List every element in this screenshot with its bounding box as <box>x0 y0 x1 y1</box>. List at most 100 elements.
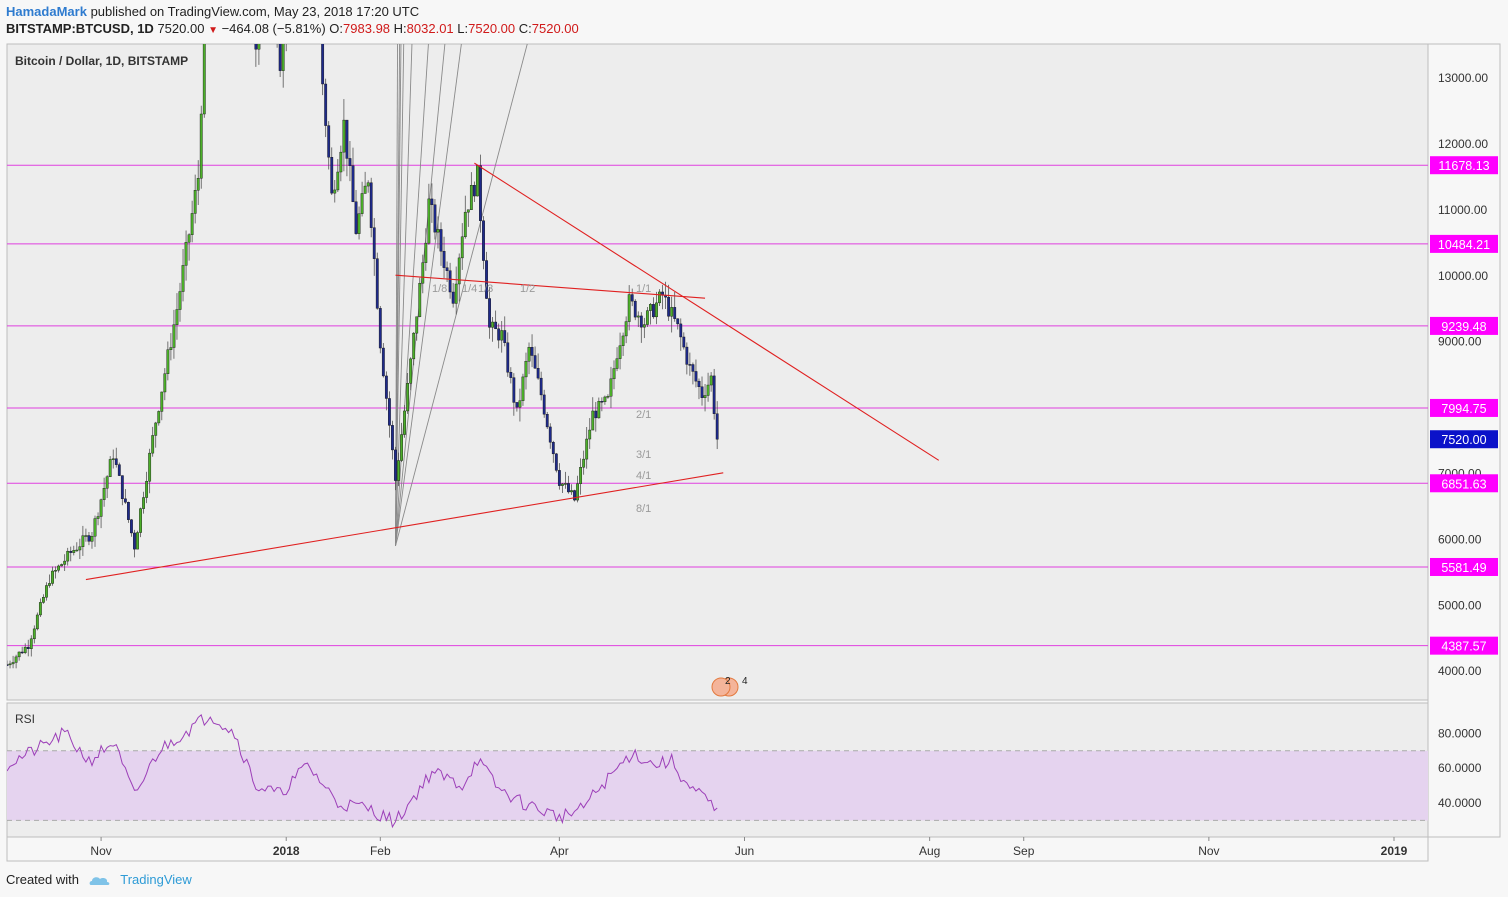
candle-body <box>163 373 167 393</box>
footer: Created with TradingView <box>6 872 192 887</box>
candle-body <box>111 458 115 460</box>
candle-body <box>278 44 282 71</box>
candle-body <box>557 470 561 486</box>
candle-body <box>99 499 103 517</box>
candle-body <box>333 189 337 194</box>
candle-body <box>20 651 24 654</box>
level-badge <box>1430 398 1498 417</box>
candle-body <box>8 663 12 666</box>
candle-body <box>658 291 661 304</box>
level-badge <box>1430 636 1498 655</box>
gann-fan-line <box>395 44 528 547</box>
open-value: 7983.98 <box>343 21 391 36</box>
down-triangle-icon: ▼ <box>208 25 218 36</box>
price-tick-label: 11000.00 <box>1438 203 1487 217</box>
candle-body <box>606 396 610 398</box>
rsi-title: RSI <box>15 712 35 726</box>
gann-label: 3/1 <box>636 449 651 461</box>
candle-body <box>579 467 583 484</box>
candle-body <box>430 198 434 205</box>
candle-body <box>366 182 370 187</box>
candle-body <box>439 229 443 252</box>
created-with-label: Created with <box>6 872 79 887</box>
tradingview-cloud-icon <box>89 876 110 885</box>
price-tick-label: 6000.00 <box>1438 532 1482 546</box>
candle-body <box>11 662 15 665</box>
rsi-line <box>7 714 718 829</box>
candle-body <box>615 358 619 369</box>
candle-body <box>254 44 258 50</box>
candle-body <box>330 157 334 194</box>
author-link[interactable]: HamadaMark <box>6 4 87 19</box>
candle-body <box>151 435 155 454</box>
candle-body <box>75 549 79 552</box>
gann-fan <box>395 44 528 547</box>
candle-body <box>518 400 522 408</box>
candle-body <box>573 490 576 501</box>
candle-body <box>105 476 109 489</box>
event-count-4: 4 <box>742 676 748 687</box>
candle-body <box>342 119 346 153</box>
candle-body <box>7 664 9 666</box>
candle-body <box>69 550 73 553</box>
candle-body <box>636 315 640 318</box>
time-tick-label: Sep <box>1013 844 1035 858</box>
price-tick-label: 13000.00 <box>1438 71 1488 85</box>
candle-body <box>600 401 604 403</box>
candle-body <box>603 396 607 402</box>
price-tick-label: 12000.00 <box>1438 137 1488 151</box>
candle-body <box>548 426 552 443</box>
tradingview-link[interactable]: TradingView <box>120 872 192 887</box>
candle-body <box>378 308 382 349</box>
candle-body <box>591 410 595 431</box>
ohlc-line: BITSTAMP:BTCUSD, 1D 7520.00 ▼ −464.08 (−… <box>6 21 579 36</box>
candle-body <box>551 442 555 455</box>
candle-body <box>503 330 507 343</box>
candle-body <box>166 349 170 374</box>
candle-body <box>427 198 431 244</box>
gann-fan-line <box>395 44 462 547</box>
main-pane[interactable] <box>6 43 1429 701</box>
rsi-ticks: 40.0000 60.0000 80.0000 <box>1438 726 1482 810</box>
event-flag-icon[interactable]: 2 4 <box>711 676 748 697</box>
candle-body <box>60 564 64 567</box>
candle-body <box>360 193 364 214</box>
time-tick-label: Feb <box>370 844 391 858</box>
level-badge-label: 6851.63 <box>1441 477 1486 491</box>
candle-body <box>63 560 67 565</box>
candle-body <box>700 386 704 398</box>
candle-body <box>172 324 176 348</box>
candle-body <box>354 201 358 234</box>
level-badge-label: 4387.57 <box>1441 640 1486 654</box>
candle-body <box>96 516 100 519</box>
gann-label: 1/4 <box>462 283 477 295</box>
last-price-label: 7520.00 <box>1441 433 1486 447</box>
candle-body <box>23 646 27 653</box>
last-price-badge <box>1430 430 1498 449</box>
time-tick-label: Apr <box>550 844 569 858</box>
candle-body <box>642 324 646 328</box>
candle-body <box>703 395 707 398</box>
candle-body <box>381 347 385 377</box>
candle-body <box>318 16 320 42</box>
candle-body <box>576 483 579 501</box>
candle-body <box>93 518 97 537</box>
gann-label: 1/3 <box>478 283 493 295</box>
candle-body <box>570 490 573 493</box>
candle-body <box>169 347 173 350</box>
candle-body <box>32 628 36 640</box>
candle-body <box>673 307 677 319</box>
candle-body <box>29 638 33 649</box>
candle-body <box>90 536 94 542</box>
event-count-2: 2 <box>725 676 731 687</box>
candle-body <box>184 242 188 266</box>
published-text: published on TradingView.com, May 23, 20… <box>90 4 420 19</box>
gann-label: 1/2 <box>520 283 535 295</box>
level-badges: 11678.13 10484.21 9239.48 7994.75 6851.63 558… <box>1430 156 1498 655</box>
time-axis[interactable] <box>6 836 1429 862</box>
candle-body <box>454 283 458 304</box>
candle-body <box>339 151 343 173</box>
candle-body <box>336 171 340 191</box>
candle-body <box>281 44 285 71</box>
